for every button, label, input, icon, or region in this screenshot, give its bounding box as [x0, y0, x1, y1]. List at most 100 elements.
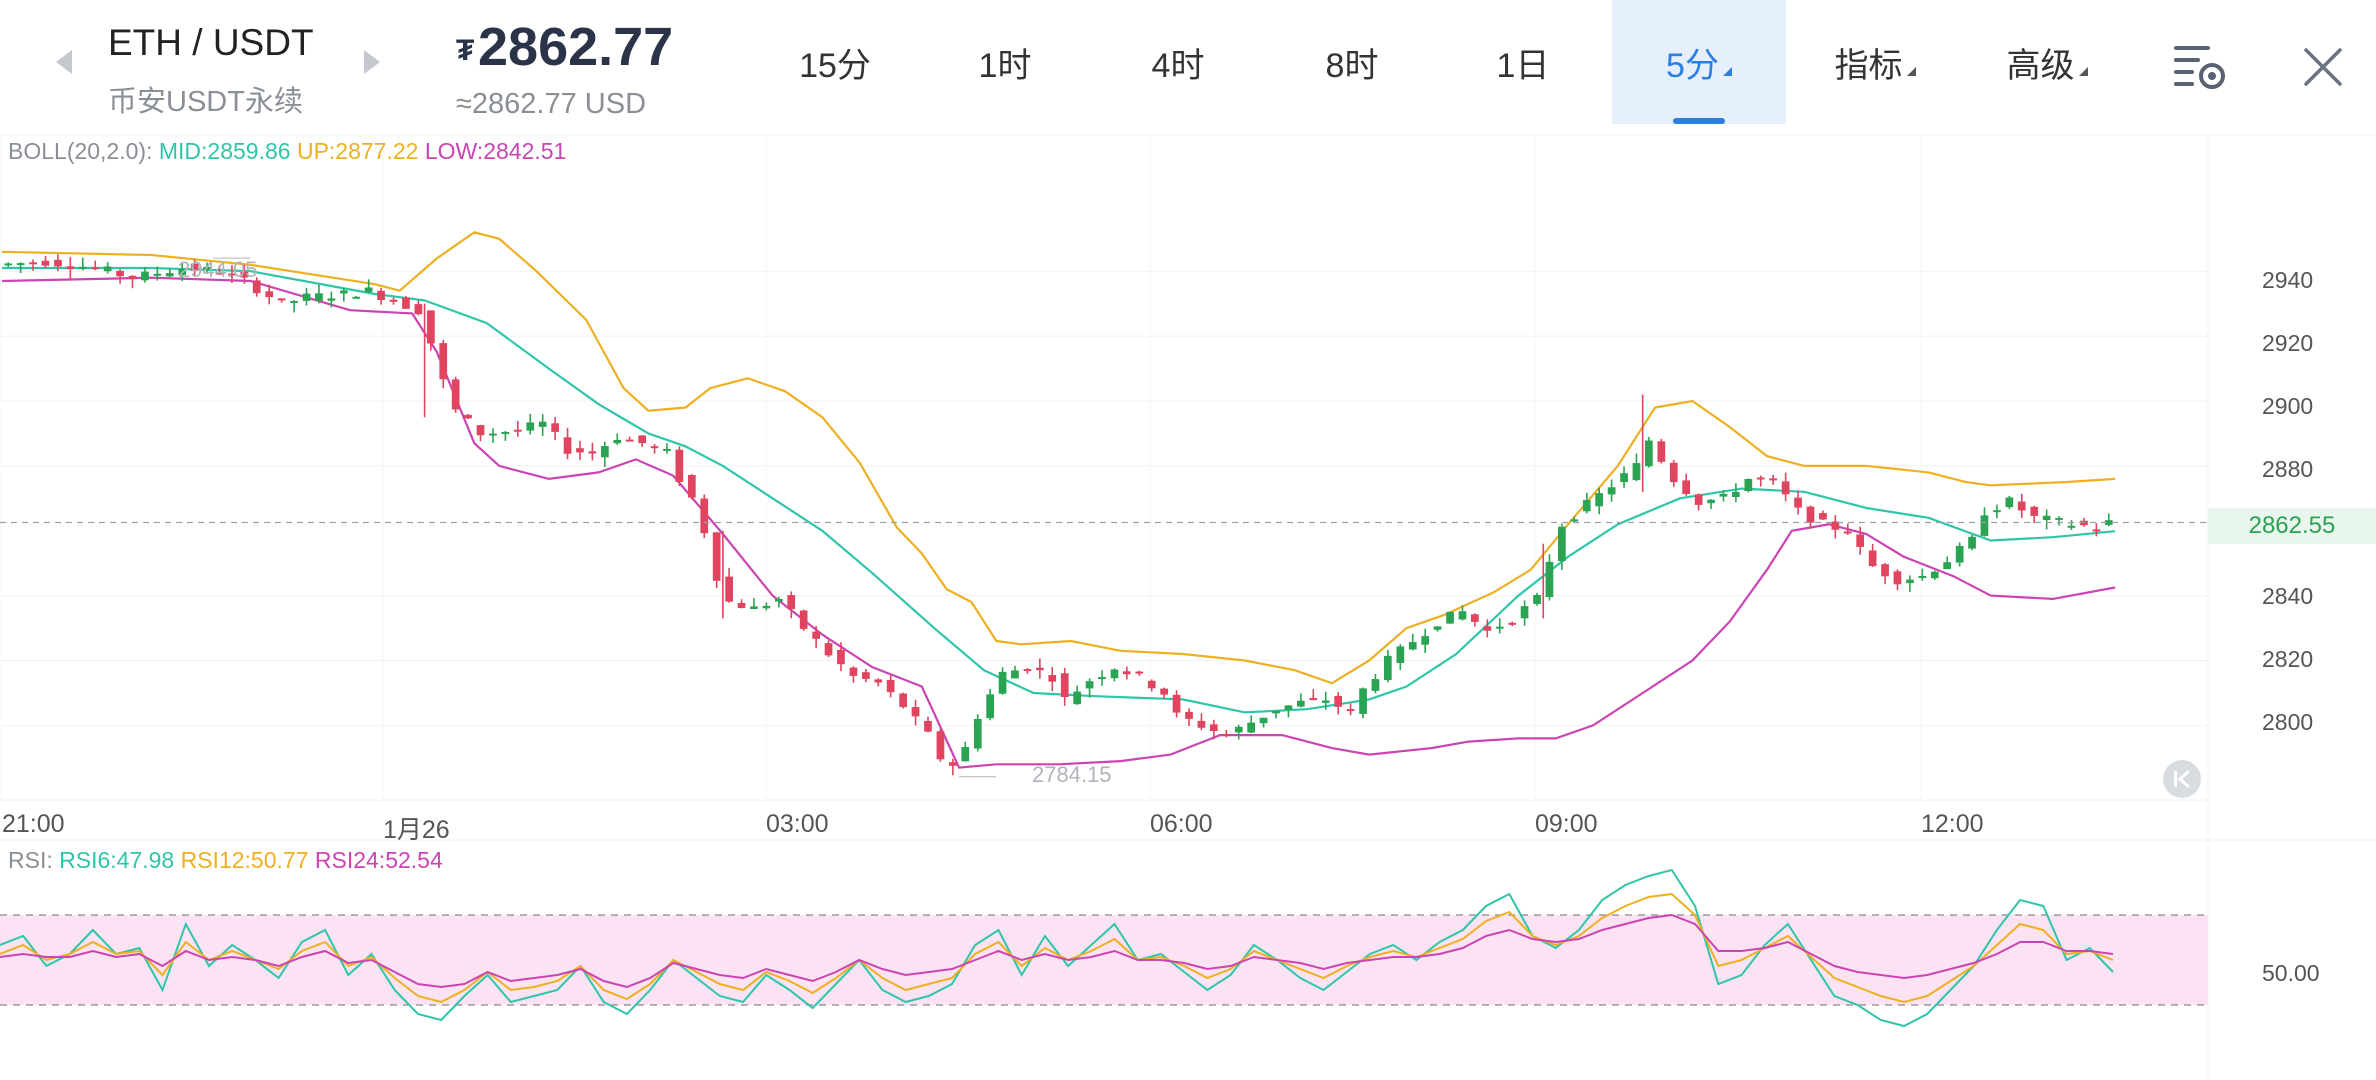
candle-body — [228, 273, 236, 276]
candle-body — [625, 439, 634, 442]
candle-body — [476, 425, 485, 436]
tab-5m[interactable]: 5分 — [1612, 0, 1786, 124]
candle-body — [1968, 536, 1976, 549]
candle-body — [1495, 626, 1504, 629]
candle-body — [215, 272, 224, 275]
candle-body — [961, 747, 970, 762]
candle-body — [973, 719, 982, 749]
rsi-band — [0, 915, 2208, 1005]
candle-body — [613, 440, 622, 444]
candle-body — [1247, 722, 1255, 733]
candle-body — [1769, 478, 1777, 481]
candle-body — [949, 762, 957, 766]
candle-body — [1346, 709, 1355, 712]
candle-body — [1794, 497, 1802, 508]
close-icon[interactable] — [2300, 44, 2346, 90]
candle-body — [1682, 480, 1690, 494]
next-arrow-icon[interactable] — [364, 50, 380, 74]
prev-arrow-icon[interactable] — [56, 50, 72, 74]
candle-body — [1098, 677, 1106, 680]
boll-low-value: LOW:2842.51 — [424, 138, 567, 164]
candle-body — [290, 301, 298, 303]
y-tick: 2920 — [2262, 330, 2314, 356]
candle-body — [1893, 571, 1902, 585]
candle-body — [675, 449, 684, 482]
candle-body — [489, 433, 497, 436]
candle-body — [2055, 517, 2063, 520]
candle-body — [352, 296, 361, 299]
candle-body — [725, 576, 733, 602]
chart-settings-icon[interactable] — [2172, 42, 2228, 92]
rsi24-value: RSI24:52.54 — [314, 847, 443, 873]
candle-body — [576, 448, 584, 453]
candle-body — [1856, 534, 1864, 547]
tab-15m[interactable]: 15分 — [799, 46, 871, 85]
candle-body — [700, 498, 709, 534]
candle-body — [1955, 545, 1964, 563]
candle-body — [1570, 519, 1579, 522]
candle-body — [1272, 710, 1280, 714]
last-price: 2862.77 — [478, 17, 674, 77]
candle-body — [2005, 497, 2014, 508]
candle-body — [1408, 642, 1417, 650]
candle-body — [1421, 636, 1429, 645]
candle-body — [315, 293, 323, 301]
candle-body — [1719, 493, 1728, 497]
usdt-symbol: ₮ — [456, 34, 475, 67]
tab-1h[interactable]: 1时 — [978, 46, 1032, 85]
x-tick: 09:00 — [1535, 810, 1598, 838]
candle-body — [103, 266, 112, 272]
candle-body — [2017, 501, 2026, 511]
y-tick: 2900 — [2262, 393, 2314, 419]
candle-body — [1060, 673, 1069, 697]
candle-body — [1483, 626, 1492, 631]
candle-body — [1210, 724, 1218, 731]
candle-body — [1160, 688, 1168, 695]
candle-body — [1756, 477, 1765, 480]
candle-body — [66, 266, 75, 270]
candle-body — [588, 451, 597, 454]
candle-body — [986, 694, 994, 719]
candle-body — [1744, 479, 1753, 491]
candle-body — [1694, 494, 1703, 505]
candle-body — [1259, 717, 1268, 724]
tab-indicators[interactable]: 指标 — [1800, 0, 1950, 124]
boll-upper-line — [1, 231, 2116, 685]
dropdown-caret-icon — [1722, 66, 1732, 76]
back-to-latest-button[interactable] — [2163, 760, 2201, 798]
candle-body — [886, 680, 895, 693]
rsi6-value: RSI6:47.98 — [59, 847, 175, 873]
rsi-label: RSI: — [8, 847, 53, 873]
candle-body — [1147, 680, 1156, 689]
boll-mid-line — [2, 266, 2116, 714]
rsi-line-rsi24 — [0, 913, 2114, 989]
candle-body — [1023, 669, 1032, 672]
trading-pair[interactable]: ETH / USDT — [108, 22, 314, 63]
candle-body — [787, 595, 796, 610]
candle-body — [1085, 681, 1094, 689]
tab-1d[interactable]: 1日 — [1496, 46, 1550, 85]
candle-body — [277, 298, 286, 301]
x-tick: 21:00 — [2, 810, 65, 838]
candle-body — [775, 599, 783, 602]
rsi-line-rsi12 — [0, 892, 2114, 1004]
candle-body — [712, 532, 721, 581]
candle-body — [451, 379, 460, 410]
candle-body — [1135, 671, 1144, 674]
candle-body — [874, 679, 883, 683]
candle-body — [1632, 463, 1641, 481]
candle-body — [563, 437, 572, 454]
candle-body — [178, 268, 187, 275]
candle-body — [414, 304, 423, 315]
candle-body — [1906, 579, 1914, 584]
tab-8h[interactable]: 8时 — [1325, 46, 1379, 85]
tab-advanced[interactable]: 高级 — [1972, 0, 2122, 124]
tab-4h[interactable]: 4时 — [1151, 46, 1205, 85]
candle-body — [737, 603, 746, 608]
candle-body — [2030, 506, 2039, 516]
candle-body — [1620, 473, 1628, 483]
active-tab-underline — [1673, 118, 1725, 124]
candle-body — [29, 262, 37, 265]
candle-body — [1545, 561, 1554, 598]
